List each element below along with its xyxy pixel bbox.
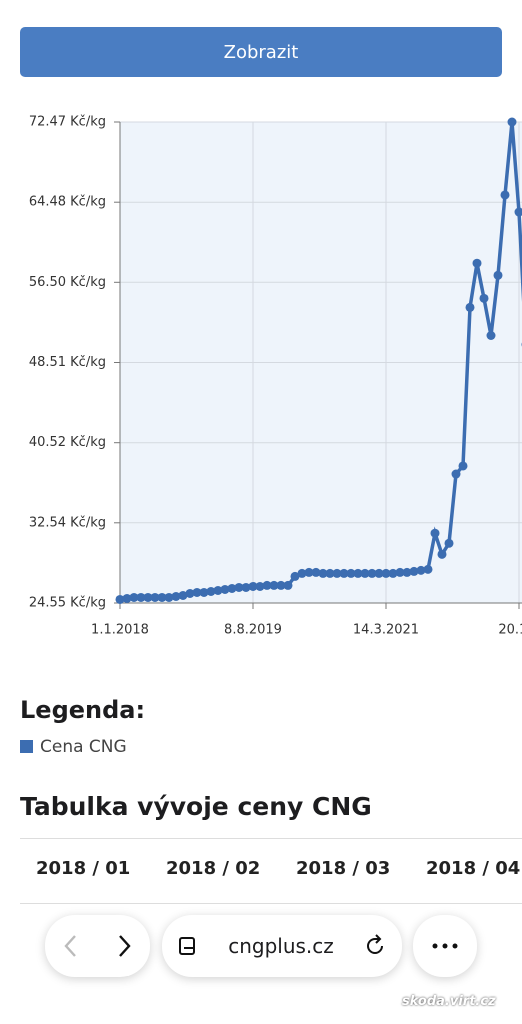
data-point	[388, 568, 398, 578]
data-point	[486, 330, 496, 340]
data-point	[262, 580, 272, 590]
data-point	[479, 293, 489, 303]
data-point	[402, 567, 412, 577]
back-icon[interactable]	[61, 933, 81, 959]
url: cngplus.cz	[228, 934, 334, 958]
data-point	[269, 580, 279, 590]
data-point	[206, 586, 216, 596]
url-pill[interactable]: cngplus.cz	[162, 915, 402, 977]
data-point	[318, 568, 328, 578]
data-point	[353, 568, 363, 578]
data-point	[465, 302, 475, 312]
data-point	[332, 568, 342, 578]
data-point	[472, 258, 482, 268]
data-point	[255, 581, 265, 591]
data-point	[199, 587, 209, 597]
table-header-cell: 2018 / 01	[36, 858, 131, 879]
data-point	[444, 538, 454, 548]
table-line	[20, 903, 522, 904]
data-point	[150, 592, 160, 602]
x-tick-label: 14.3.2021	[353, 623, 419, 638]
data-point	[360, 568, 370, 578]
data-point	[297, 568, 307, 578]
data-point	[493, 270, 503, 280]
data-point	[290, 571, 300, 581]
data-point	[276, 580, 286, 590]
x-tick-label: 1.1.2018	[91, 623, 149, 638]
data-point	[241, 582, 251, 592]
x-tick-label: 8.8.2019	[224, 623, 282, 638]
reload-icon[interactable]	[363, 934, 387, 958]
watermark: skoda.virt.cz	[402, 994, 496, 1009]
data-point	[437, 549, 447, 559]
data-point	[416, 565, 426, 575]
data-point	[136, 592, 146, 602]
legend-title: Legenda:	[20, 696, 146, 724]
data-point	[185, 588, 195, 598]
x-tick-label: 20.10.	[498, 623, 522, 638]
more-pill[interactable]	[413, 915, 477, 977]
data-point	[430, 528, 440, 538]
y-tick-label: 64.48 Kč/kg	[29, 195, 106, 210]
more-icon	[432, 943, 458, 949]
legend-swatch	[20, 740, 33, 753]
data-point	[157, 592, 167, 602]
data-point	[171, 591, 181, 601]
y-tick-label: 56.50 Kč/kg	[29, 275, 106, 290]
data-point	[374, 568, 384, 578]
y-tick-label: 72.47 Kč/kg	[29, 115, 106, 130]
data-point	[514, 207, 522, 217]
data-point	[213, 585, 223, 595]
y-tick-label: 40.52 Kč/kg	[29, 435, 106, 450]
data-point	[248, 581, 258, 591]
data-point	[311, 567, 321, 577]
table-title: Tabulka vývoje ceny CNG	[20, 792, 372, 821]
data-point	[227, 583, 237, 593]
data-point	[129, 592, 139, 602]
chart: 24.55 Kč/kg 32.54 Kč/kg 40.52 Kč/kg 48.51 K…	[29, 115, 522, 638]
data-point	[325, 568, 335, 578]
table-header-cell: 2018 / 02	[166, 858, 261, 879]
table-header-cell: 2018 / 04	[426, 858, 521, 879]
data-point	[178, 590, 188, 600]
data-point	[346, 568, 356, 578]
data-point	[122, 593, 132, 603]
data-point	[192, 587, 202, 597]
data-point	[500, 190, 510, 200]
legend-label: Cena CNG	[40, 737, 127, 757]
data-point	[164, 592, 174, 602]
table-line	[20, 838, 522, 839]
nav-pill	[45, 915, 150, 977]
y-tick-label: 32.54 Kč/kg	[29, 515, 106, 530]
y-tick-label: 24.55 Kč/kg	[29, 596, 106, 611]
show-button[interactable]: Zobrazit	[20, 27, 502, 77]
data-point	[234, 582, 244, 592]
tabs-icon	[178, 937, 195, 955]
data-point	[220, 584, 230, 594]
data-point	[143, 592, 153, 602]
data-point	[409, 566, 419, 576]
data-point	[283, 580, 293, 590]
data-point	[304, 567, 314, 577]
table-header: 2018 / 01 2018 / 02 2018 / 03 2018 / 04	[0, 858, 522, 884]
forward-icon[interactable]	[114, 933, 134, 959]
data-point	[115, 594, 125, 604]
data-point	[458, 461, 468, 471]
data-point	[423, 564, 433, 574]
data-point	[395, 567, 405, 577]
data-point	[339, 568, 349, 578]
table-header-cell: 2018 / 03	[296, 858, 391, 879]
data-point	[367, 568, 377, 578]
y-tick-label: 48.51 Kč/kg	[29, 355, 106, 370]
data-point	[507, 117, 517, 127]
data-point	[451, 469, 461, 479]
data-point	[381, 568, 391, 578]
